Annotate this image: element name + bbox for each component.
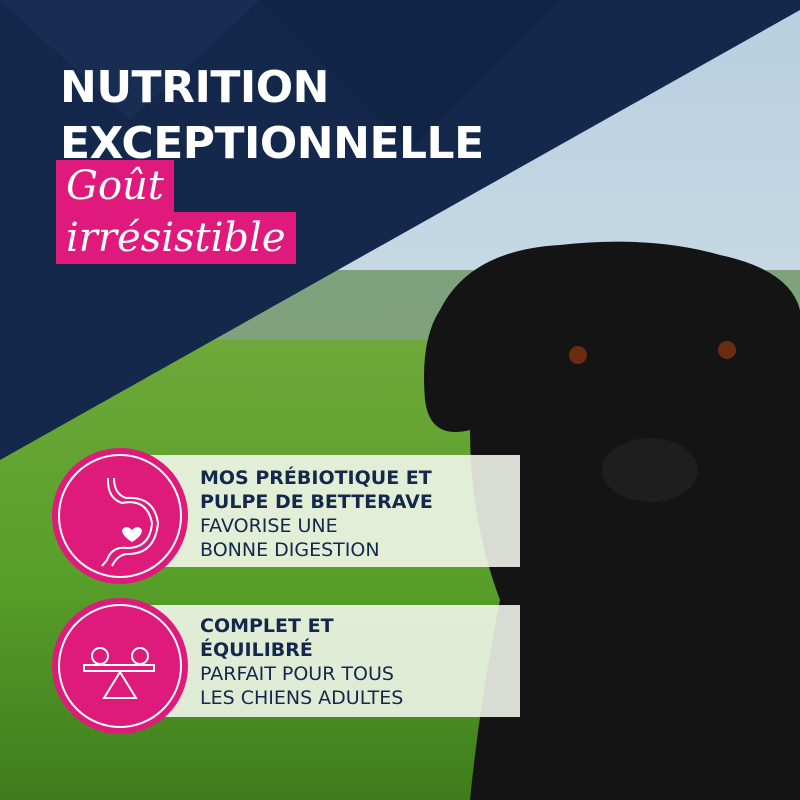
- feature-title: MOS PRÉBIOTIQUE ET: [200, 467, 432, 489]
- balance-scale-icon: [83, 647, 155, 699]
- headline: NUTRITION EXCEPTIONNELLE: [60, 60, 484, 172]
- feature-badge-1: [52, 448, 188, 584]
- feature-band-1: [150, 455, 520, 567]
- feature-title: COMPLET ET: [200, 615, 334, 637]
- feature-badge-2: [52, 598, 188, 734]
- headline-line-1: NUTRITION: [60, 62, 329, 113]
- feature-desc: FAVORISE UNE: [200, 515, 338, 537]
- feature-text-1: MOS PRÉBIOTIQUE ET PULPE DE BETTERAVE FA…: [200, 466, 433, 562]
- feature-band-2: [150, 605, 520, 717]
- feature-desc: LES CHIENS ADULTES: [200, 687, 404, 709]
- feature-desc: BONNE DIGESTION: [200, 539, 380, 561]
- feature-desc: PARFAIT POUR TOUS: [200, 663, 394, 685]
- stomach-heart-icon: [101, 477, 160, 567]
- tagline-line-1: Goût: [56, 160, 174, 212]
- feature-title: ÉQUILIBRÉ: [200, 639, 313, 661]
- feature-text-2: COMPLET ET ÉQUILIBRÉ PARFAIT POUR TOUS L…: [200, 614, 403, 710]
- feature-title: PULPE DE BETTERAVE: [200, 491, 433, 513]
- tagline-line-2: irrésistible: [56, 212, 296, 264]
- navy-panel: [0, 0, 800, 460]
